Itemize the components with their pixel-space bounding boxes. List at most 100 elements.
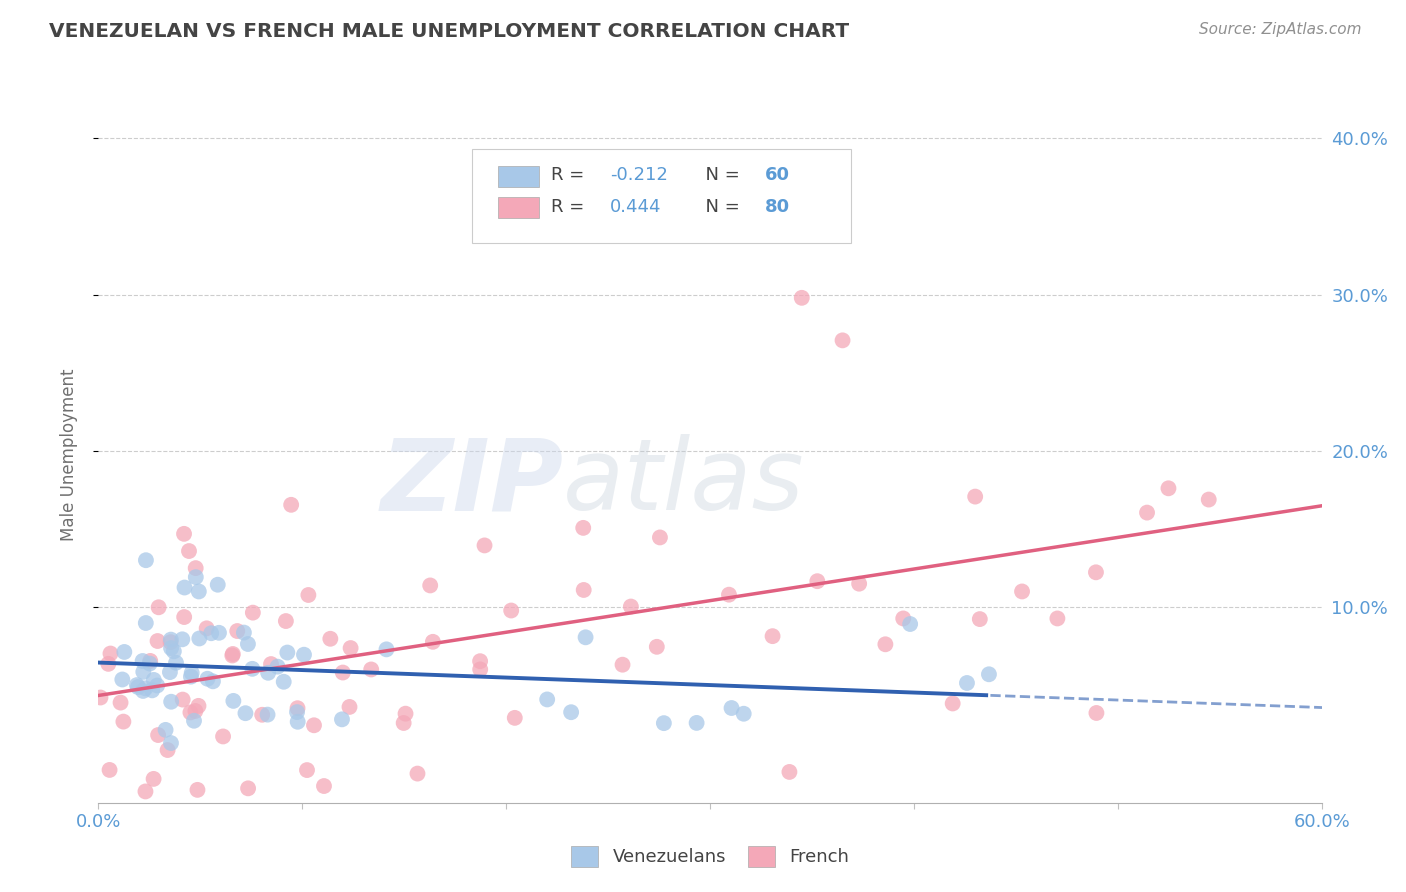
FancyBboxPatch shape [498, 166, 538, 187]
Point [1136, 506, 1159, 520]
Point [419, 578, 441, 592]
Point [135, 615, 157, 630]
Point [620, 599, 643, 614]
Point [173, 610, 195, 624]
Point [260, 657, 283, 671]
Point [612, 657, 634, 672]
Point [280, 498, 302, 512]
Point [292, 648, 315, 662]
Point [274, 614, 297, 628]
Point [173, 581, 195, 595]
Point [180, 665, 202, 680]
Point [1157, 481, 1180, 495]
Point [160, 736, 183, 750]
Point [222, 694, 245, 708]
Point [339, 641, 361, 656]
Point [159, 635, 181, 649]
FancyBboxPatch shape [471, 149, 851, 243]
Point [141, 683, 163, 698]
Point [652, 716, 675, 731]
Point [394, 706, 416, 721]
Point [155, 723, 177, 737]
Point [339, 700, 361, 714]
Point [875, 637, 897, 651]
Point [236, 637, 259, 651]
Point [200, 626, 222, 640]
Point [733, 706, 755, 721]
Text: N =: N = [695, 197, 745, 216]
Text: 0.444: 0.444 [610, 197, 661, 216]
Point [501, 603, 523, 617]
Point [572, 521, 595, 535]
Point [232, 625, 254, 640]
Point [138, 657, 160, 671]
Point [406, 766, 429, 780]
Point [276, 646, 298, 660]
Point [468, 654, 491, 668]
Point [142, 673, 165, 687]
Point [503, 711, 526, 725]
Point [1084, 566, 1107, 580]
Point [187, 698, 209, 713]
Point [536, 692, 558, 706]
Point [135, 553, 157, 567]
Point [184, 570, 207, 584]
Text: 80: 80 [765, 197, 790, 216]
Text: R =: R = [551, 166, 591, 185]
Text: Source: ZipAtlas.com: Source: ZipAtlas.com [1198, 22, 1361, 37]
Point [977, 667, 1000, 681]
Point [965, 490, 987, 504]
Point [257, 665, 280, 680]
Point [142, 772, 165, 786]
Point [134, 681, 156, 696]
Point [173, 526, 195, 541]
Point [186, 783, 208, 797]
Text: ZIP: ZIP [380, 434, 564, 532]
Point [969, 612, 991, 626]
Point [184, 704, 207, 718]
Point [312, 779, 335, 793]
Point [165, 656, 187, 670]
Point [648, 531, 671, 545]
Point [195, 621, 218, 635]
Point [112, 714, 135, 729]
Point [572, 582, 595, 597]
Point [831, 334, 853, 348]
Point [806, 574, 828, 589]
Point [131, 654, 153, 668]
Point [180, 670, 202, 684]
Point [392, 716, 415, 731]
Point [645, 640, 668, 654]
Point [778, 764, 800, 779]
Point [848, 576, 870, 591]
Point [212, 730, 235, 744]
Point [1198, 492, 1220, 507]
Point [97, 657, 120, 671]
Point [207, 578, 229, 592]
Point [112, 645, 135, 659]
Point [208, 625, 231, 640]
Point [470, 662, 492, 676]
Point [297, 588, 319, 602]
Point [422, 635, 444, 649]
Point [332, 665, 354, 680]
Point [146, 728, 169, 742]
Point [160, 632, 183, 647]
Point [187, 584, 209, 599]
Point [717, 588, 740, 602]
Point [720, 701, 742, 715]
Point [287, 701, 309, 715]
Point [100, 647, 122, 661]
Point [98, 763, 121, 777]
Point [160, 695, 183, 709]
Point [256, 707, 278, 722]
Point [375, 642, 398, 657]
Point [201, 674, 224, 689]
Point [474, 538, 496, 552]
Point [1046, 611, 1069, 625]
Point [132, 684, 155, 698]
Point [242, 606, 264, 620]
Point [160, 641, 183, 656]
Point [956, 676, 979, 690]
Point [222, 647, 245, 661]
